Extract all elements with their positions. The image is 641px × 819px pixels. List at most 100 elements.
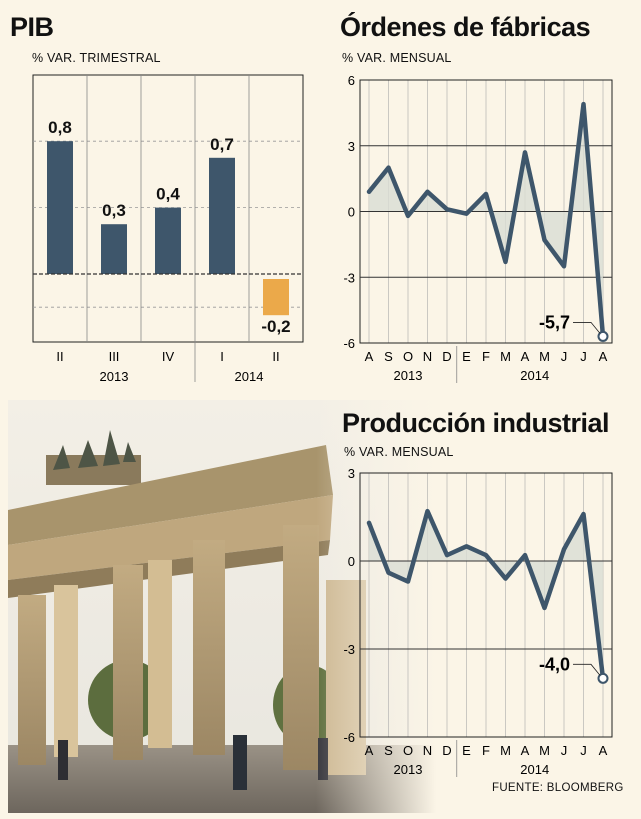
produccion-y-tick: 3 xyxy=(348,466,355,481)
produccion-point xyxy=(465,544,468,548)
produccion-point xyxy=(543,606,546,610)
produccion-x-tick: A xyxy=(599,743,608,758)
pib-bar xyxy=(155,207,181,274)
pib-x-tick: II xyxy=(272,349,279,364)
pib-year-label: 2013 xyxy=(100,369,129,384)
ordenes-x-tick: A xyxy=(365,349,374,364)
ordenes-x-tick: J xyxy=(561,349,568,364)
ordenes-point xyxy=(406,214,410,218)
pib-x-tick: III xyxy=(109,349,120,364)
produccion-point xyxy=(597,672,609,684)
produccion-title: Producción industrial xyxy=(342,408,610,438)
produccion-subtitle: % VAR. MENSUAL xyxy=(344,445,454,459)
produccion-point xyxy=(367,521,371,525)
pib-title: PIB xyxy=(10,12,54,42)
produccion-x-tick: A xyxy=(521,743,530,758)
produccion-x-tick: N xyxy=(423,743,432,758)
produccion-point xyxy=(484,553,488,557)
ordenes-x-tick: F xyxy=(482,349,490,364)
ordenes-y-tick: -3 xyxy=(343,270,355,285)
produccion-x-tick: F xyxy=(482,743,490,758)
source-note: FUENTE: BLOOMBERG xyxy=(492,782,624,794)
ordenes-x-tick: N xyxy=(423,349,432,364)
ordenes-area xyxy=(369,104,603,337)
ordenes-title: Órdenes de fábricas xyxy=(340,12,591,42)
produccion-x-tick: J xyxy=(561,743,568,758)
ordenes-x-tick: M xyxy=(500,349,511,364)
produccion-y-tick: -6 xyxy=(343,730,355,745)
ordenes-x-tick: S xyxy=(384,349,393,364)
produccion-frame xyxy=(359,472,613,738)
pib-value-label: 0,8 xyxy=(48,118,72,137)
produccion-area xyxy=(369,511,603,679)
pib-subtitle: % VAR. TRIMESTRAL xyxy=(32,51,161,65)
ordenes-point xyxy=(367,190,371,194)
produccion-point xyxy=(504,577,507,581)
ordenes-point xyxy=(597,330,609,342)
ordenes-annotation-leader xyxy=(573,322,601,334)
ordenes-subtitle: % VAR. MENSUAL xyxy=(342,51,452,65)
ordenes-point xyxy=(523,150,527,154)
pib-bar xyxy=(101,224,127,274)
brandenburg-gate-photo xyxy=(8,400,436,813)
produccion-year-label: 2014 xyxy=(520,762,549,777)
ordenes-point xyxy=(426,190,429,194)
pib-x-tick: II xyxy=(56,349,63,364)
ordenes-x-tick: D xyxy=(442,349,451,364)
ordenes-point xyxy=(465,212,468,216)
ordenes-x-tick: A xyxy=(521,349,530,364)
produccion-year-label: 2013 xyxy=(394,762,423,777)
produccion-point xyxy=(426,509,429,513)
ordenes-year-label: 2014 xyxy=(520,368,549,383)
produccion-x-tick: A xyxy=(365,743,374,758)
ordenes-point xyxy=(582,102,585,106)
pib-year-label: 2014 xyxy=(235,369,264,384)
ordenes-y-tick: 3 xyxy=(348,139,355,154)
produccion-point xyxy=(582,512,585,516)
pib-value-label: 0,7 xyxy=(210,135,234,154)
pib-value-label: 0,3 xyxy=(102,201,126,220)
produccion-annotation: -4,0 xyxy=(539,654,570,674)
produccion-x-tick: E xyxy=(462,743,471,758)
produccion-x-tick: M xyxy=(539,743,550,758)
produccion-point xyxy=(387,571,390,575)
ordenes-point xyxy=(504,260,507,264)
produccion-x-tick: O xyxy=(403,743,413,758)
ordenes-point xyxy=(543,238,546,242)
pib-x-tick: I xyxy=(220,349,224,364)
pib-x-tick: IV xyxy=(162,349,175,364)
pib-bar xyxy=(263,279,289,316)
ordenes-x-tick: M xyxy=(539,349,550,364)
ordenes-y-tick: -6 xyxy=(343,336,355,351)
produccion-point xyxy=(523,553,527,557)
ordenes-y-tick: 0 xyxy=(348,205,355,220)
produccion-x-tick: M xyxy=(500,743,511,758)
produccion-annotation-leader xyxy=(573,663,601,676)
produccion-point xyxy=(445,553,449,557)
produccion-y-tick: -3 xyxy=(343,642,355,657)
produccion-x-tick: S xyxy=(384,743,393,758)
pib-value-label: 0,4 xyxy=(156,185,180,204)
produccion-point xyxy=(562,547,566,551)
pib-frame xyxy=(32,74,304,343)
ordenes-year-label: 2013 xyxy=(394,368,423,383)
ordenes-point xyxy=(387,166,390,170)
pib-bar xyxy=(209,157,235,274)
produccion-point xyxy=(406,580,410,584)
ordenes-x-tick: E xyxy=(462,349,471,364)
ordenes-annotation: -5,7 xyxy=(539,312,570,332)
ordenes-x-tick: O xyxy=(403,349,413,364)
ordenes-x-tick: J xyxy=(580,349,587,364)
ordenes-point xyxy=(562,264,566,268)
produccion-y-tick: 0 xyxy=(348,554,355,569)
ordenes-point xyxy=(484,192,488,196)
ordenes-y-tick: 6 xyxy=(348,73,355,88)
ordenes-point xyxy=(445,207,449,211)
pib-value-label: -0,2 xyxy=(261,317,290,336)
ordenes-x-tick: A xyxy=(599,349,608,364)
pib-bar xyxy=(47,141,73,274)
produccion-x-tick: D xyxy=(442,743,451,758)
